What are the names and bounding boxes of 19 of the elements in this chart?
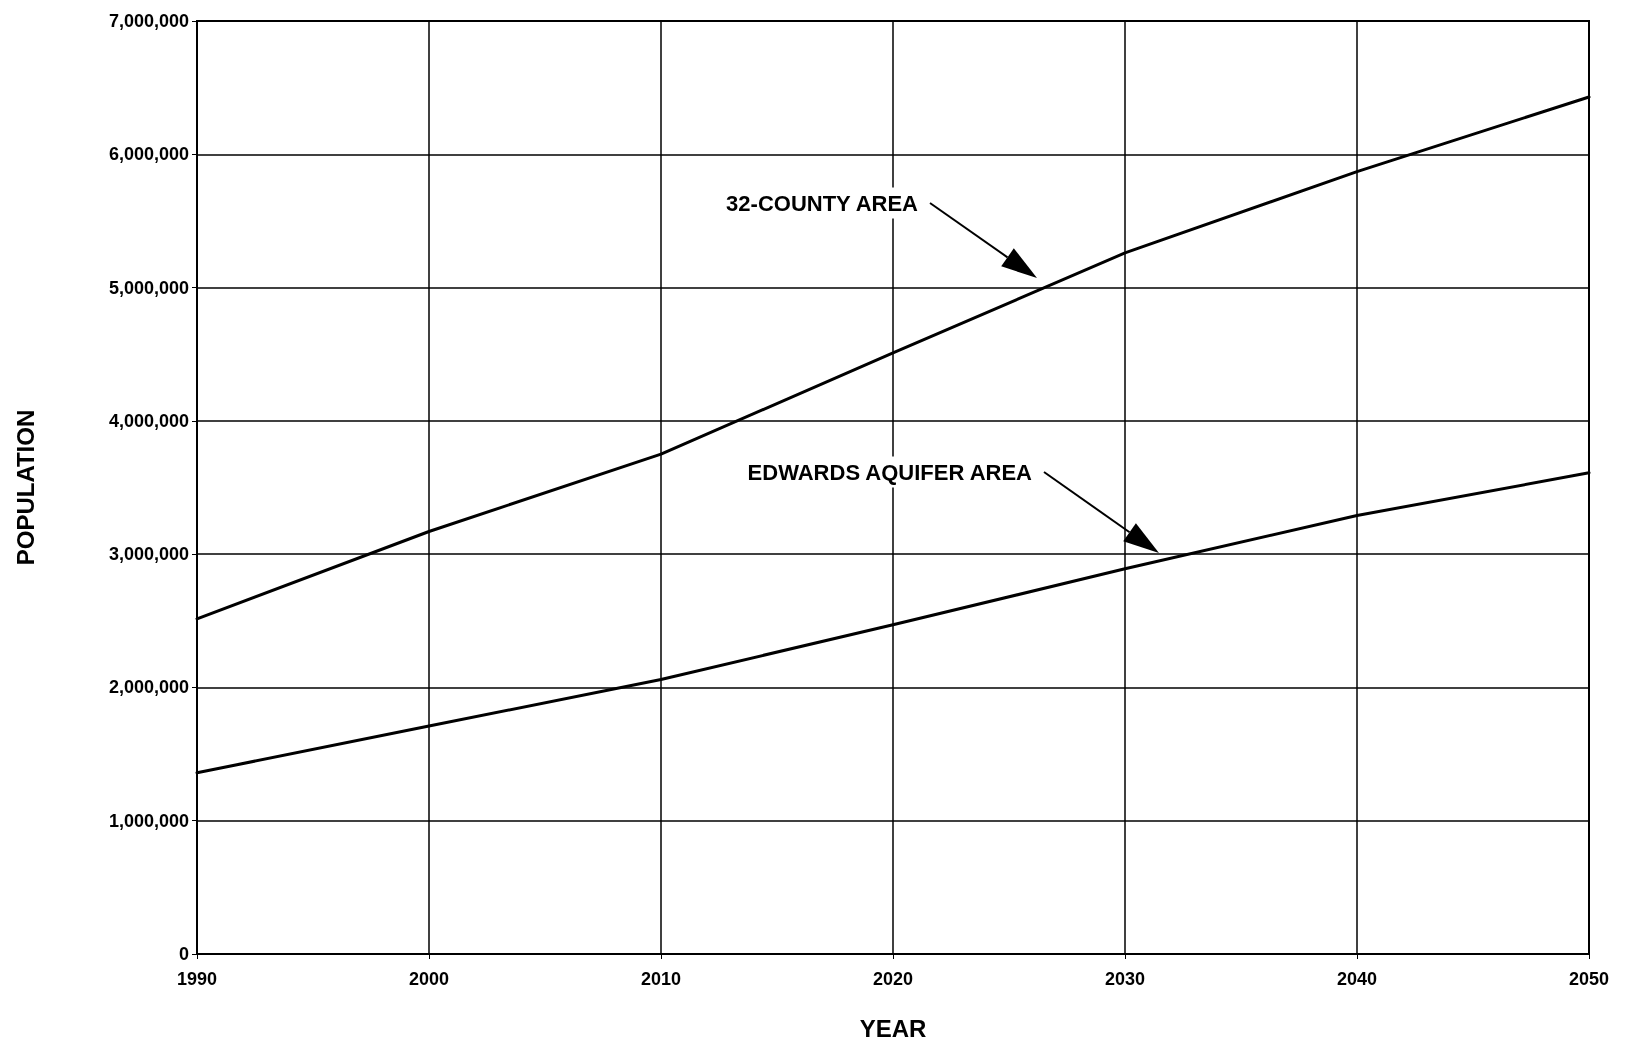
y-tick-label: 7,000,000 [108, 11, 189, 31]
annotation: EDWARDS AQUIFER AREA [747, 459, 1033, 485]
x-tick-label: 2050 [1568, 969, 1610, 989]
y-tick-label: 2,000,000 [108, 677, 189, 698]
y-axis-title: POPULATION [11, 409, 39, 566]
x-tick-label: 2020 [872, 969, 914, 989]
x-tick-label: 1990 [176, 969, 218, 989]
x-tick-label: 2010 [640, 969, 682, 989]
y-tick-label: 0 [178, 944, 189, 964]
x-axis-title: YEAR [859, 1014, 927, 1042]
y-tick-label: 1,000,000 [108, 810, 189, 831]
annotation: 32-COUNTY AREA [726, 190, 919, 216]
y-tick-label: 4,000,000 [108, 410, 189, 431]
y-tick-label: 3,000,000 [108, 544, 189, 565]
y-tick-label: 6,000,000 [108, 144, 189, 165]
x-tick-label: 2030 [1104, 969, 1146, 989]
x-tick-label: 2040 [1336, 969, 1378, 989]
y-tick-label: 5,000,000 [108, 277, 189, 298]
x-tick-label: 2000 [408, 969, 450, 989]
